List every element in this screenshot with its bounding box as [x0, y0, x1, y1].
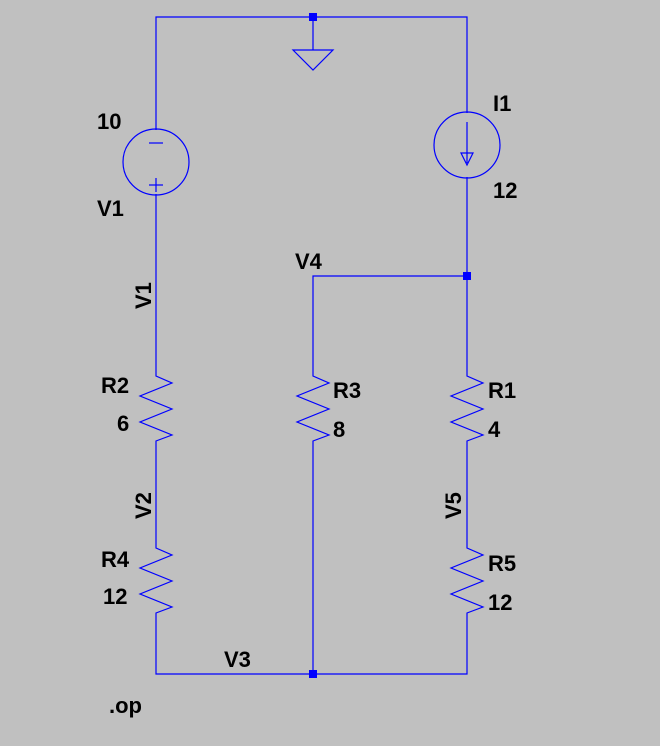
wire-bottom[interactable] — [155, 620, 468, 675]
net-label-v5: V5 — [441, 492, 466, 519]
r1-value-label: 4 — [488, 417, 501, 442]
i1-name-label: I1 — [493, 91, 511, 116]
junction-dot-v3 — [309, 670, 317, 678]
r4-name-label: R4 — [101, 547, 130, 572]
r3-value-label: 8 — [333, 417, 345, 442]
wires — [155, 16, 468, 675]
r3-name-label: R3 — [333, 378, 361, 403]
net-label-v2: V2 — [131, 492, 156, 519]
net-label-v3: V3 — [224, 647, 251, 672]
net-label-v1: V1 — [131, 282, 156, 309]
r1-name-label: R1 — [488, 378, 516, 403]
r4-value-label: 12 — [103, 584, 127, 609]
voltage-source-v1[interactable] — [122, 128, 190, 196]
resistor-r5[interactable] — [449, 540, 485, 620]
r5-name-label: R5 — [488, 551, 516, 576]
r2-value-label: 6 — [117, 411, 129, 436]
i1-value-label: 12 — [493, 178, 517, 203]
resistor-r4[interactable] — [138, 540, 174, 620]
r2-name-label: R2 — [101, 373, 129, 398]
resistor-r2[interactable] — [138, 368, 174, 448]
v1-name-label: V1 — [97, 196, 124, 221]
resistor-r1[interactable] — [449, 368, 485, 448]
resistor-r3[interactable] — [295, 368, 331, 448]
wire-v4-node[interactable] — [312, 275, 467, 368]
v1-value-label: 10 — [97, 109, 121, 134]
wire-top[interactable] — [155, 16, 468, 130]
spice-directive[interactable]: .op — [109, 693, 142, 718]
r5-value-label: 12 — [488, 590, 512, 615]
arrow-down-icon — [460, 152, 474, 167]
junction-dot-top — [309, 13, 317, 21]
net-label-v4: V4 — [295, 249, 323, 274]
current-source-i1[interactable] — [433, 111, 501, 179]
junction-dot-v4 — [463, 272, 471, 280]
ground-icon[interactable] — [291, 49, 335, 71]
